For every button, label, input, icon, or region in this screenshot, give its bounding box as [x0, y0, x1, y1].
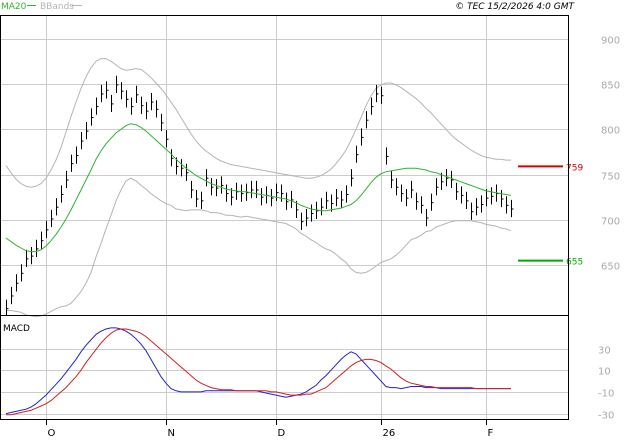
time-tick-label: 26 — [383, 428, 396, 439]
price-panel-frame — [0, 15, 569, 316]
macd-tick-label: 30 — [598, 346, 611, 357]
price-tick-label: 800 — [601, 126, 620, 137]
bb-lower-line — [6, 177, 512, 318]
price-tick-label: 850 — [601, 81, 620, 92]
macd-tick-label: -30 — [598, 411, 614, 422]
price-bars-layer — [6, 75, 514, 316]
macd-layer — [5, 327, 511, 416]
macd-line — [5, 327, 511, 415]
price-tick-label: 900 — [601, 36, 620, 47]
price-tick-label: 650 — [601, 262, 620, 273]
header-ma-label: MA20 — [1, 2, 27, 12]
macd-panel-frame — [0, 315, 569, 420]
support-label: 655 — [566, 258, 583, 268]
bollinger-bands-layer — [5, 58, 512, 318]
macd-title: MACD — [3, 324, 30, 334]
bb-upper-line — [5, 58, 511, 188]
signal-line — [6, 328, 511, 416]
header-bb-label: BBands — [40, 2, 74, 12]
time-tick-label: F — [488, 428, 494, 439]
grid-layer — [1, 16, 568, 419]
price-tick-label: 750 — [601, 172, 620, 183]
ma20-layer — [5, 123, 512, 253]
resistance-label: 759 — [566, 163, 583, 173]
ma20-line — [5, 123, 512, 253]
macd-tick-label: -10 — [598, 389, 614, 400]
axis-layer: 650 700 750 800 850 900 30 10 -10 -30 O N D 26 F — [46, 36, 620, 439]
time-tick-label: D — [278, 428, 286, 439]
support-resistance-layer: 759 655 — [518, 163, 583, 268]
time-tick-label: N — [168, 428, 175, 439]
price-tick-label: 700 — [601, 217, 620, 228]
macd-tick-label: 10 — [598, 367, 611, 378]
copyright-text: © TEC 15/2/2026 4:0 GMT — [455, 2, 575, 12]
time-tick-label: O — [48, 428, 56, 439]
